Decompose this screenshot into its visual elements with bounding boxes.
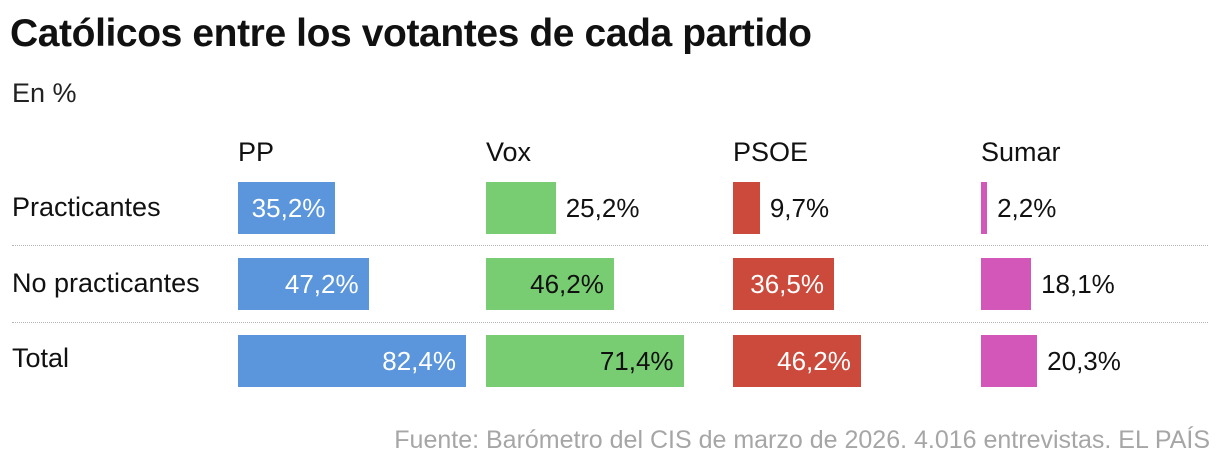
bar-label-pp-practicantes: 35,2% — [251, 193, 326, 223]
bar-pp-practicantes — [238, 182, 336, 234]
bar-label-pp-no-practicantes: 47,2% — [284, 269, 359, 299]
bar-sumar-total — [981, 335, 1038, 387]
bar-psoe-total — [733, 335, 861, 387]
column-header-sumar: Sumar — [981, 137, 1061, 167]
chart-subtitle: En % — [12, 78, 77, 108]
bar-psoe-practicantes — [733, 182, 760, 234]
row-label-practicantes: Practicantes — [12, 192, 161, 222]
bar-label-pp-total: 82,4% — [382, 346, 456, 376]
chart-title: Católicos entre los votantes de cada par… — [10, 12, 812, 55]
row-divider — [12, 322, 1208, 323]
column-header-psoe: PSOE — [733, 137, 809, 167]
bar-pp-no-practicantes — [238, 258, 369, 310]
bar-label-vox-total: 71,4% — [599, 346, 674, 376]
bar-label-sumar-total: 20,3% — [1047, 346, 1121, 376]
bar-label-vox-no-practicantes: 46,2% — [530, 269, 604, 299]
row-label-total: Total — [12, 343, 70, 373]
bar-sumar-no-practicantes — [981, 258, 1032, 310]
bar-label-sumar-practicantes: 2,2% — [997, 193, 1057, 223]
source-note: Fuente: Barómetro del CIS de marzo de 20… — [394, 426, 1210, 454]
bar-pp-total — [238, 335, 466, 387]
column-header-vox: Vox — [486, 137, 532, 167]
bar-label-psoe-practicantes: 9,7% — [769, 193, 830, 223]
bar-vox-practicantes — [486, 182, 556, 234]
bar-label-sumar-no-practicantes: 18,1% — [1041, 269, 1115, 299]
row-divider — [12, 245, 1208, 246]
row-label-no-practicantes: No practicantes — [12, 268, 200, 298]
column-header-pp: PP — [238, 137, 275, 167]
bar-label-vox-practicantes: 25,2% — [565, 193, 640, 223]
bar-vox-total — [486, 335, 684, 387]
bar-label-psoe-no-practicantes: 36,5% — [750, 269, 824, 299]
bar-label-psoe-total: 46,2% — [777, 346, 851, 376]
bar-sumar-practicantes — [981, 182, 988, 234]
bar-psoe-no-practicantes — [733, 258, 834, 310]
bar-vox-no-practicantes — [486, 258, 614, 310]
